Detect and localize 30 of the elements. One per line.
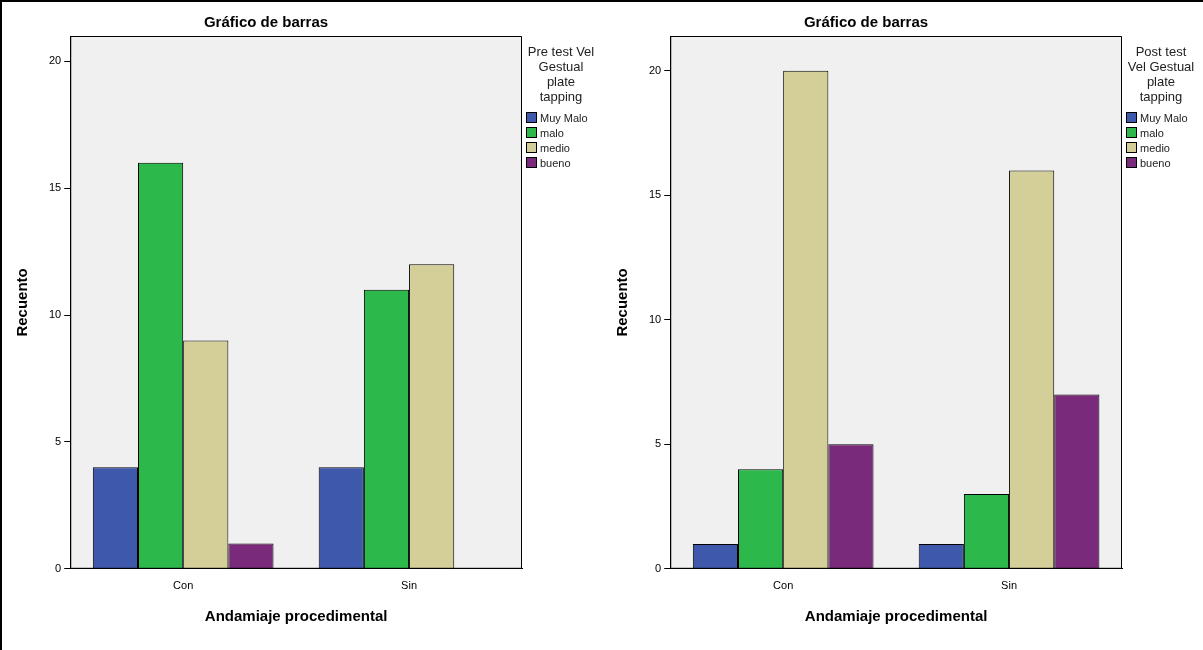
x-tick-label: Sin [401,579,418,592]
y-tick-label: 0 [655,561,662,574]
x-tick-label: Sin [1001,579,1018,592]
y-tick-label: 15 [48,181,62,194]
chart-title: Gráfico de barras [803,13,929,31]
y-tick-label: 15 [648,188,662,201]
x-axis-title: Andamiaje procedimental [804,607,988,625]
legend-label: Muy Malo [1140,111,1188,124]
x-axis-title: Andamiaje procedimental [204,607,388,625]
y-tick-label: 10 [48,308,62,321]
chart-title: Gráfico de barras [203,13,329,31]
y-tick-label: 10 [648,312,662,325]
y-tick-label: 5 [655,437,662,450]
y-tick-label: 20 [48,54,62,67]
y-axis-title: Recuento [13,268,31,337]
y-tick-label: 5 [55,434,62,447]
x-tick-label: Con [173,579,194,592]
y-axis-title: Recuento [613,268,631,337]
legend-label: malo [540,126,564,139]
legend-label: medio [1140,141,1170,154]
legend-label: Muy Malo [540,111,588,124]
legend-title: Pre test Vel Gestual plate tapping [526,44,596,104]
legend-label: medio [540,141,570,154]
y-tick-label: 20 [648,63,662,76]
legend-label: malo [1140,126,1164,139]
legend-label: bueno [1140,156,1171,169]
legend-title: Post test Vel Gestual plate tapping [1126,44,1196,104]
y-tick-label: 0 [55,561,62,574]
legend-label: bueno [540,156,571,169]
x-tick-label: Con [773,579,794,592]
